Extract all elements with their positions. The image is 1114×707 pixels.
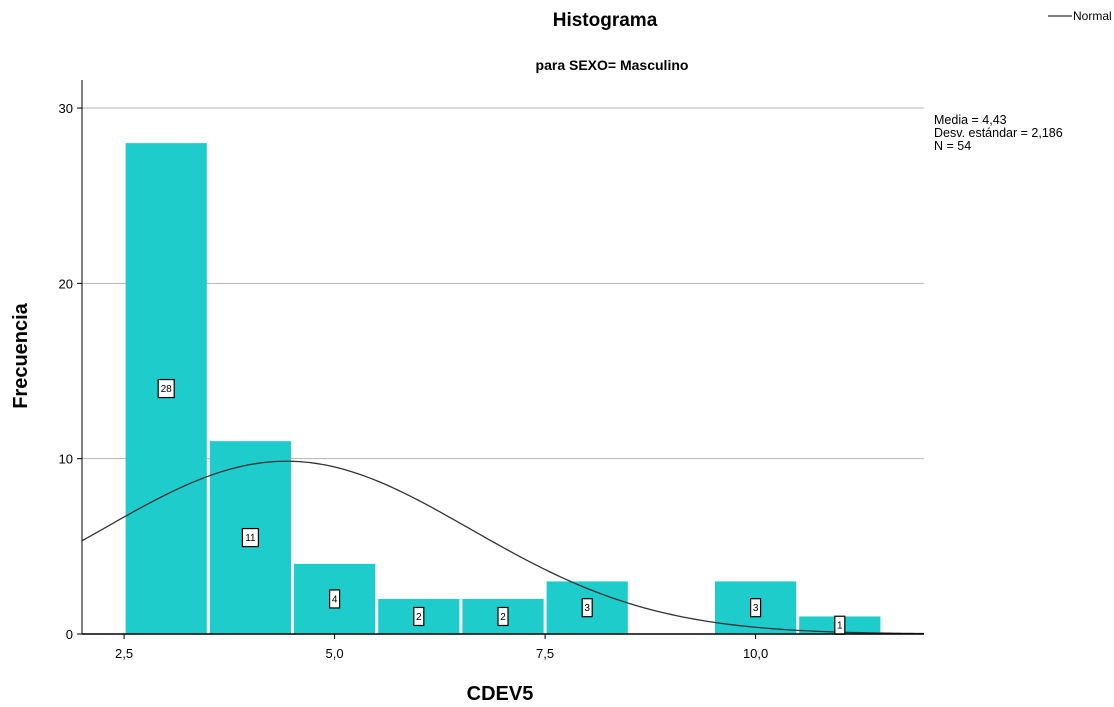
bar-value-label-8: 1 xyxy=(834,615,846,635)
bar-value-label-6: 3 xyxy=(581,598,593,618)
y-tick-label: 20 xyxy=(59,276,73,291)
stats-mean: Media = 4,43 xyxy=(934,113,1007,127)
x-axis-ticks: 2,5 5,0 7,5 10,0 xyxy=(115,634,768,661)
y-axis-title: Frecuencia xyxy=(10,302,32,408)
stats-box: Media = 4,43 Desv. estándar = 2,186 N = … xyxy=(934,113,1063,153)
bar-value-labels: 28 11 4 2 2 3 3 1 xyxy=(157,378,846,635)
legend: Normal xyxy=(1048,9,1112,23)
y-tick-label: 0 xyxy=(66,627,73,642)
x-tick-label: 5,0 xyxy=(326,646,344,661)
chart-title: Histograma xyxy=(553,10,658,31)
bar-value-label-5: 2 xyxy=(497,606,509,627)
bar-value-text-5: 2 xyxy=(500,612,506,623)
bar-value-text-4: 2 xyxy=(416,612,422,623)
bar-value-label-1: 28 xyxy=(157,378,175,399)
y-tick-label: 30 xyxy=(59,101,73,116)
bar-value-text-7: 3 xyxy=(753,603,759,614)
bar-value-label-2: 11 xyxy=(241,527,259,548)
normal-curve xyxy=(81,460,925,635)
bar-value-text-3: 4 xyxy=(332,594,338,605)
bar-value-text-6: 3 xyxy=(584,603,590,614)
legend-label-normal: Normal xyxy=(1073,9,1112,23)
gridlines xyxy=(82,107,924,460)
bar-value-label-3: 4 xyxy=(329,589,341,609)
x-tick-label: 10,0 xyxy=(743,646,768,661)
chart-subtitle: para SEXO= Masculino xyxy=(536,57,689,73)
y-axis-ticks: 0 10 20 30 xyxy=(59,101,82,642)
stats-sd: Desv. estándar = 2,186 xyxy=(934,126,1063,140)
x-tick-label: 2,5 xyxy=(115,646,133,661)
x-axis-title: CDEV5 xyxy=(467,683,534,705)
axes xyxy=(81,80,924,635)
bar-value-text-2: 11 xyxy=(245,533,256,544)
y-tick-label: 10 xyxy=(59,452,73,467)
histogram-bars xyxy=(125,143,881,634)
bar-value-text-1: 28 xyxy=(161,384,173,395)
stats-n: N = 54 xyxy=(934,139,971,153)
x-tick-label: 7,5 xyxy=(536,646,554,661)
bar-value-label-7: 3 xyxy=(749,598,762,618)
bar-value-label-4: 2 xyxy=(413,606,425,627)
bar-value-text-8: 1 xyxy=(837,621,843,632)
